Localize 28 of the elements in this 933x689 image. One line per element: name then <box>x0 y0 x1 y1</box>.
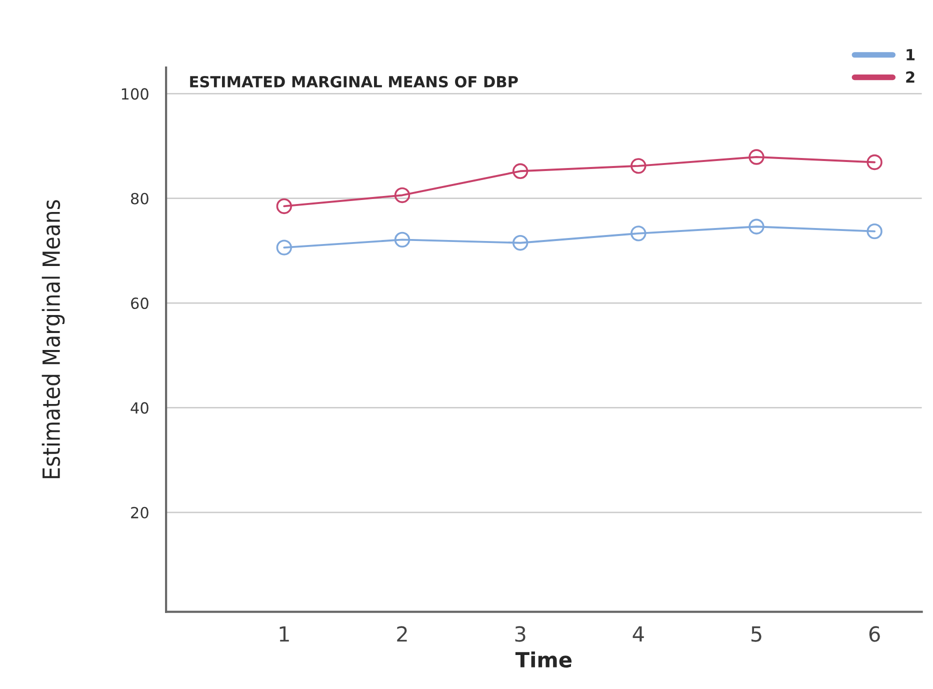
point <box>512 235 528 251</box>
point <box>866 154 882 170</box>
point <box>748 218 764 234</box>
y-tick-label: 40 <box>130 402 148 414</box>
point <box>512 163 528 179</box>
legend-label: 1 <box>906 49 915 60</box>
point <box>630 158 646 174</box>
x-tick-label: 1 <box>280 626 289 642</box>
point <box>276 240 292 256</box>
x-tick-label: 6 <box>869 626 880 642</box>
y-tick-label: 100 <box>122 88 148 100</box>
x-tick-label: 4 <box>632 626 644 642</box>
legend-label: 2 <box>906 71 914 83</box>
x-tick-label: 2 <box>397 626 407 642</box>
y-tick-label: 60 <box>131 298 148 310</box>
point <box>866 223 882 240</box>
point <box>748 149 764 165</box>
y-tick-label: 80 <box>131 192 148 204</box>
y-tick-label: 20 <box>131 506 148 518</box>
x-axis-title: Time <box>515 651 572 668</box>
point <box>394 232 410 248</box>
point <box>394 187 410 204</box>
x-tick-label: 5 <box>751 626 762 642</box>
y-axis-title: Estimated Marginal Means <box>42 200 65 478</box>
point <box>630 226 646 242</box>
chart-title: ESTIMATED MARGINAL MEANS OF DBP <box>190 76 518 88</box>
point <box>276 198 292 214</box>
x-tick-label: 3 <box>515 626 526 642</box>
